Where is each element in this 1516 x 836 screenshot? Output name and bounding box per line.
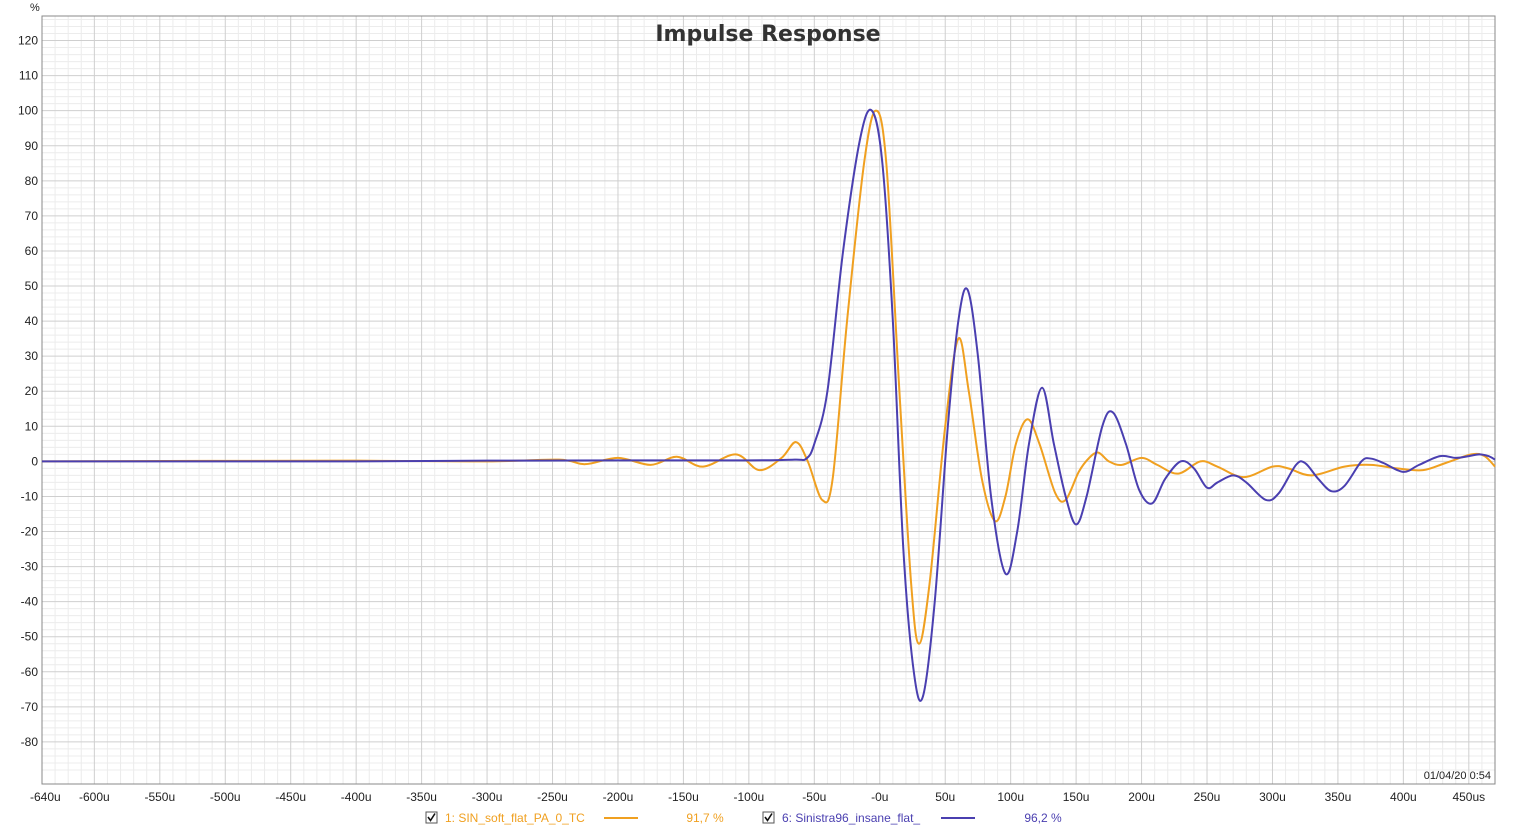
series-layer — [41, 108, 1496, 702]
x-tick-label: -450u — [275, 790, 306, 804]
y-tick-label: -40 — [21, 595, 39, 609]
legend-label-2: 6: Sinistra96_insane_flat_ — [782, 811, 920, 825]
x-tick-label: -0u — [871, 790, 888, 804]
x-tick-label: 50u — [935, 790, 955, 804]
x-tick-label: -600u — [79, 790, 110, 804]
y-tick-label: 90 — [25, 139, 39, 153]
y-tick-label: -20 — [21, 525, 39, 539]
legend-label-1: 1: SIN_soft_flat_PA_0_TC — [445, 811, 585, 825]
legend-value-1: 91,7 % — [686, 811, 724, 825]
timestamp: 01/04/20 0:54 — [1424, 770, 1491, 782]
x-tick-label: 450us — [1452, 790, 1485, 804]
x-tick-label: -250u — [537, 790, 568, 804]
y-tick-label: -30 — [21, 560, 39, 574]
x-tick-label: 250u — [1194, 790, 1221, 804]
y-tick-label: -60 — [21, 665, 39, 679]
x-tick-label: 150u — [1063, 790, 1090, 804]
y-tick-label: 60 — [25, 244, 39, 258]
x-tick-label: 200u — [1128, 790, 1155, 804]
y-tick-label: 80 — [25, 174, 39, 188]
y-tick-label: 0 — [31, 454, 38, 468]
y-tick-label: 10 — [25, 419, 39, 433]
x-tick-label: 100u — [997, 790, 1024, 804]
y-tick-label: 100 — [18, 104, 38, 118]
plot-background — [42, 16, 1495, 784]
y-tick-label: 70 — [25, 209, 39, 223]
x-tick-label: -100u — [734, 790, 765, 804]
x-tick-labels: -640u -600u -550u -500u -450u -400u -350u -300u… — [30, 790, 1485, 804]
x-tick-label: -300u — [472, 790, 503, 804]
legend: 1: SIN_soft_flat_PA_0_TC 91,7 % 6: Sinistr… — [425, 811, 1062, 825]
chart-title: Impulse Response — [655, 22, 880, 47]
legend-value-2: 96,2 % — [1024, 811, 1062, 825]
y-tick-label: 40 — [25, 314, 39, 328]
y-tick-label: 50 — [25, 279, 39, 293]
y-tick-label: -50 — [21, 630, 39, 644]
y-tick-label: 120 — [18, 34, 38, 48]
x-tick-label: 300u — [1259, 790, 1286, 804]
series-line-2 — [41, 108, 1496, 702]
plot-frame — [41, 15, 1496, 785]
y-tick-label: 20 — [25, 384, 39, 398]
x-tick-label: -50u — [802, 790, 826, 804]
minor-grid — [42, 16, 1496, 784]
x-tick-label: -400u — [341, 790, 372, 804]
x-tick-label: 400u — [1390, 790, 1417, 804]
x-tick-label: 350u — [1325, 790, 1352, 804]
x-tick-label: -200u — [603, 790, 634, 804]
checkmark-icon — [427, 813, 436, 822]
y-tick-labels: 1201101009080706050403020100-10-20-30-40… — [18, 34, 38, 749]
y-tick-label: 30 — [25, 349, 39, 363]
y-tick-label: -80 — [21, 735, 39, 749]
x-tick-label: -500u — [210, 790, 241, 804]
checkmark-icon — [764, 813, 773, 822]
x-tick-label: -640u — [30, 790, 61, 804]
y-tick-label: 110 — [19, 69, 38, 83]
series-line-1 — [41, 109, 1496, 645]
x-tick-label: -150u — [668, 790, 699, 804]
y-tick-label: -10 — [21, 489, 39, 503]
x-tick-label: -550u — [144, 790, 175, 804]
y-axis-unit: % — [30, 2, 40, 14]
x-tick-label: -350u — [406, 790, 437, 804]
y-tick-label: -70 — [21, 700, 39, 714]
